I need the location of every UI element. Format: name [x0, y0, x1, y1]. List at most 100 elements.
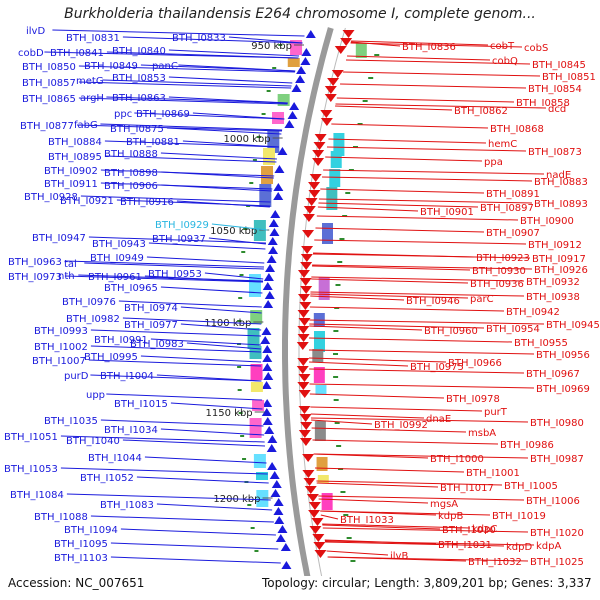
gene-label[interactable]: upp — [86, 390, 105, 401]
gene-label[interactable]: BTH_I0888 — [104, 149, 158, 160]
gene-label[interactable]: nadE — [546, 170, 571, 181]
gene-label[interactable]: BTH_I1051 — [4, 432, 58, 443]
gene-label[interactable]: BTH_I0897 — [480, 203, 534, 214]
gene-label[interactable]: BTH_I0936 — [470, 279, 524, 290]
gene-label[interactable]: BTH_I0900 — [520, 216, 574, 227]
gene-label[interactable]: BTH_I0831 — [66, 33, 120, 44]
gene-label[interactable]: BTH_I0873 — [528, 147, 582, 158]
gene-label[interactable]: kdpB — [438, 511, 463, 522]
gene-label[interactable]: BTH_I0946 — [406, 296, 460, 307]
gene-label[interactable]: BTH_I0869 — [136, 109, 190, 120]
gene-label[interactable]: BTH_I0943 — [92, 239, 146, 250]
gene-label[interactable]: BTH_I0907 — [486, 228, 540, 239]
gene-label[interactable]: BTH_I0841 — [50, 48, 104, 59]
gene-label[interactable]: BTH_I0983 — [130, 339, 184, 350]
gene-label[interactable]: BTH_I0937 — [152, 234, 206, 245]
gene-label[interactable]: BTH_I0977 — [124, 320, 178, 331]
gene-label[interactable]: BTH_I0901 — [420, 207, 474, 218]
gene-label[interactable]: BTH_I0851 — [542, 72, 596, 83]
gene-label[interactable]: nth — [58, 271, 75, 282]
gene-label[interactable]: BTH_I1006 — [526, 496, 580, 507]
gene-label[interactable]: BTH_I0840 — [112, 46, 166, 57]
gene-label[interactable]: BTH_I0991 — [94, 335, 148, 346]
gene-label[interactable]: BTH_I0992 — [374, 420, 428, 431]
gene-label[interactable]: cobS — [524, 43, 548, 54]
gene-label[interactable]: BTH_I0845 — [532, 60, 586, 71]
gene-label[interactable]: BTH_I0973 — [8, 272, 62, 283]
gene-label[interactable]: BTH_I1015 — [114, 399, 168, 410]
gene-label[interactable]: cobD — [18, 48, 44, 59]
gene-label[interactable]: ilvB — [390, 551, 408, 562]
gene-label[interactable]: BTH_I1002 — [34, 342, 88, 353]
gene-label[interactable]: BTH_I0949 — [90, 253, 144, 264]
gene-label[interactable]: BTH_I0956 — [536, 350, 590, 361]
gene-label[interactable]: BTH_I0982 — [66, 314, 120, 325]
gene-label[interactable]: BTH_I0853 — [112, 73, 166, 84]
gene-label[interactable]: ppc — [114, 109, 132, 120]
gene-label[interactable]: BTH_I1007 — [32, 356, 86, 367]
gene-label[interactable]: BTH_I1001 — [466, 468, 520, 479]
gene-label[interactable]: BTH_I0926 — [534, 265, 588, 276]
gene-label[interactable]: ilvD — [26, 26, 45, 37]
gene-label[interactable]: BTH_I0858 — [516, 98, 570, 109]
gene-label[interactable]: BTH_I0865 — [22, 94, 76, 105]
gene-label[interactable]: BTH_I0955 — [514, 338, 568, 349]
gene-label[interactable]: BTH_I0965 — [104, 283, 158, 294]
gene-label[interactable]: tal — [64, 259, 77, 270]
gene-label[interactable]: BTH_I0945 — [546, 320, 600, 331]
gene-label[interactable]: msbA — [468, 428, 496, 439]
gene-label[interactable]: BTH_I0854 — [528, 84, 582, 95]
gene-label[interactable]: panC — [152, 61, 178, 72]
gene-label[interactable]: BTH_I0974 — [124, 303, 178, 314]
gene-label[interactable]: BTH_I0966 — [448, 358, 502, 369]
gene-label[interactable]: BTH_I1019 — [492, 511, 546, 522]
gene-label[interactable]: BTH_I1040 — [66, 436, 120, 447]
gene-label[interactable]: BTH_I1035 — [44, 416, 98, 427]
gene-label[interactable]: fabG — [74, 120, 98, 131]
gene-label[interactable]: BTH_I1094 — [64, 525, 118, 536]
gene-label[interactable]: BTH_I1095 — [54, 539, 108, 550]
gene-label[interactable]: BTH_I0893 — [534, 199, 588, 210]
gene-label[interactable]: dnaE — [426, 414, 451, 425]
gene-label[interactable]: BTH_I1017 — [440, 483, 494, 494]
gene-label[interactable]: BTH_I0912 — [528, 240, 582, 251]
gene-label[interactable]: BTH_I0836 — [402, 42, 456, 53]
gene-label[interactable]: purD — [64, 371, 89, 382]
gene-label[interactable]: argH — [80, 93, 104, 104]
gene-label[interactable]: parC — [470, 294, 494, 305]
gene-label[interactable]: BTH_I0917 — [532, 254, 586, 265]
gene-label[interactable]: BTH_I1034 — [104, 425, 158, 436]
gene-label[interactable]: BTH_I1052 — [80, 473, 134, 484]
gene-label[interactable]: cobQ — [492, 56, 518, 67]
gene-label[interactable]: mgsA — [430, 499, 458, 510]
gene-label[interactable]: BTH_I0942 — [506, 307, 560, 318]
gene-label[interactable]: BTH_I1025 — [530, 557, 584, 568]
gene-label[interactable]: BTH_I0902 — [44, 166, 98, 177]
gene-label[interactable]: BTH_I0976 — [62, 297, 116, 308]
gene-label[interactable]: BTH_I0947 — [32, 233, 86, 244]
gene-label[interactable]: BTH_I0857 — [22, 78, 76, 89]
gene-label[interactable]: BTH_I1083 — [100, 500, 154, 511]
gene-label[interactable]: BTH_I0978 — [446, 394, 500, 405]
gene-label[interactable]: BTH_I0883 — [534, 177, 588, 188]
gene-label[interactable]: BTH_I0987 — [530, 454, 584, 465]
gene-label[interactable]: BTH_I0930 — [472, 266, 526, 277]
gene-label[interactable]: BTH_I0849 — [84, 61, 138, 72]
gene-label[interactable]: purT — [484, 407, 508, 418]
gene-label[interactable]: BTH_I0960 — [424, 326, 478, 337]
gene-label[interactable]: BTH_I0995 — [84, 352, 138, 363]
gene-label[interactable]: kdpC — [472, 524, 497, 535]
gene-label[interactable]: BTH_I0911 — [44, 179, 98, 190]
gene-label[interactable]: BTH_I1005 — [504, 481, 558, 492]
gene-label[interactable]: BTH_I0932 — [526, 277, 580, 288]
gene-label[interactable]: BTH_I0898 — [104, 168, 158, 179]
gene-label[interactable]: BTH_I0986 — [500, 440, 554, 451]
gene-label[interactable]: BTH_I1020 — [530, 528, 584, 539]
gene-label[interactable]: BTH_I1044 — [88, 453, 142, 464]
gene-label[interactable]: BTH_I0906 — [104, 181, 158, 192]
gene-label[interactable]: BTH_I0928 — [24, 192, 78, 203]
gene-label[interactable]: BTH_I0975 — [410, 362, 464, 373]
gene-label[interactable]: BTH_I0863 — [112, 93, 166, 104]
gene-label[interactable]: BTH_I0953 — [148, 269, 202, 280]
gene-label[interactable]: BTH_I0938 — [526, 292, 580, 303]
